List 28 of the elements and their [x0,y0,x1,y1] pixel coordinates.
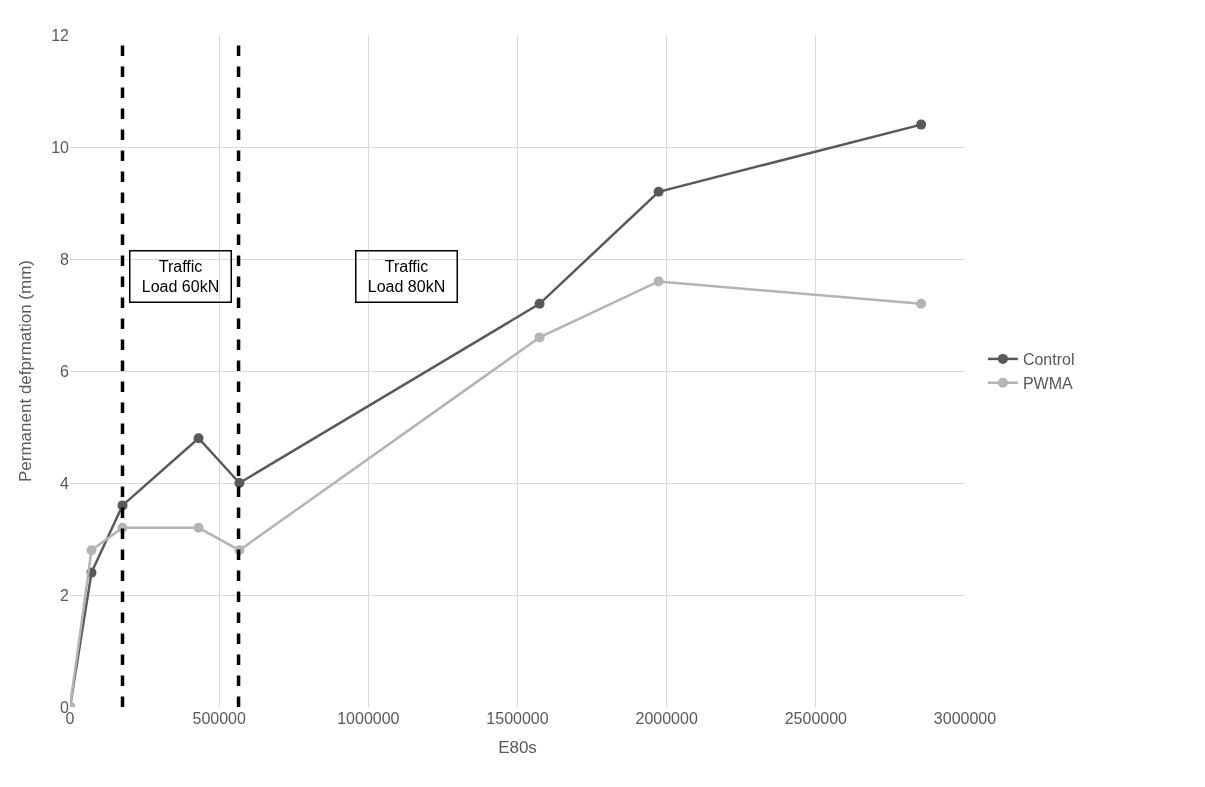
point [534,332,545,343]
point [653,276,664,287]
point [193,522,204,533]
point [86,545,97,556]
point [916,119,927,130]
x-tick-label: 1000000 [337,710,400,727]
annotation: Traffic Load 60kN [141,257,220,296]
y-tick-label: 12 [51,26,70,44]
point [916,298,927,309]
y-tick-label: 4 [60,474,70,492]
y-tick-label: 10 [51,138,70,156]
x-tick-label: 500000 [192,710,246,727]
legend-label: PWMA [1022,374,1073,392]
x-tick-label: 1500000 [486,710,549,727]
x-tick-label: 2500000 [784,710,848,727]
x-tick-label: 2000000 [635,710,698,727]
x-axis-title: E80s [498,738,537,758]
annotation: Traffic Load 80kN [367,257,446,296]
y-tick-label: 8 [60,250,70,268]
y-axis-title: Permanent defprmation (mm) [15,259,35,483]
legend-label: Control [1022,351,1075,369]
y-tick-label: 6 [60,362,70,380]
point [653,186,664,197]
point [234,478,245,488]
point [534,298,545,309]
x-tick-label: 3000000 [933,710,997,727]
y-tick-label: 2 [60,586,70,604]
point [193,433,204,444]
